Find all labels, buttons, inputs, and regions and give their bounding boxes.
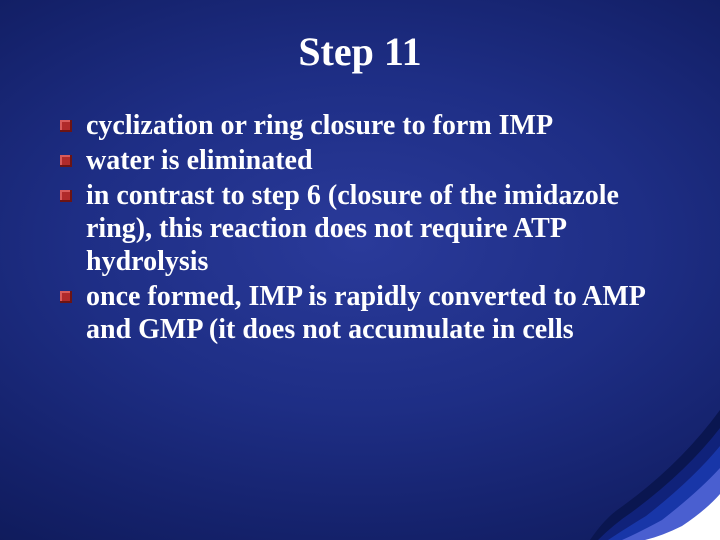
bullet-item: in contrast to step 6 (closure of the im… xyxy=(60,179,672,278)
bullet-item: water is eliminated xyxy=(60,144,672,177)
corner-decoration-icon xyxy=(590,410,720,540)
bullet-item: cyclization or ring closure to form IMP xyxy=(60,109,672,142)
bullet-text: in contrast to step 6 (closure of the im… xyxy=(86,180,619,277)
bullet-text: water is eliminated xyxy=(86,145,313,176)
slide-title: Step 11 xyxy=(48,28,672,75)
page-number: 25 xyxy=(680,503,700,526)
slide-container: Step 11 cyclization or ring closure to f… xyxy=(0,0,720,540)
bullet-text: cyclization or ring closure to form IMP xyxy=(86,110,553,141)
bullet-text: once formed, IMP is rapidly converted to… xyxy=(86,281,644,345)
bullet-item: once formed, IMP is rapidly converted to… xyxy=(60,280,672,346)
bullet-list: cyclization or ring closure to form IMP … xyxy=(48,109,672,346)
